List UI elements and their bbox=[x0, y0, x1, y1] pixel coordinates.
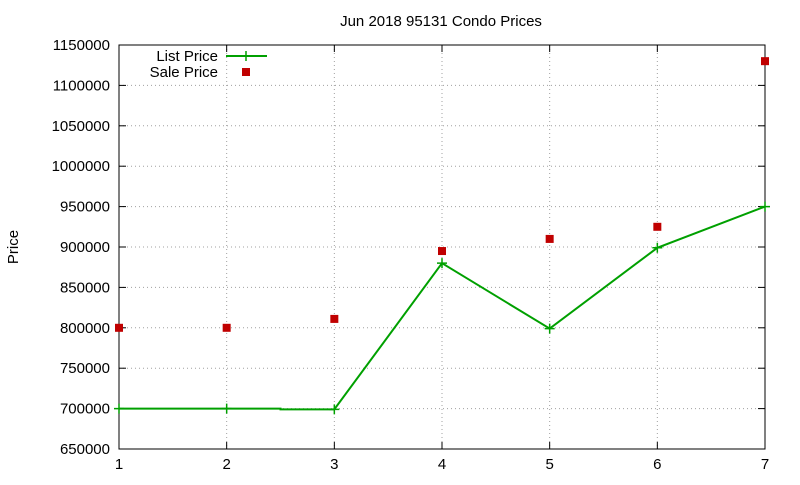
y-tick-label: 1050000 bbox=[52, 118, 110, 135]
x-tick-label: 3 bbox=[330, 456, 338, 473]
x-tick-label: 6 bbox=[653, 456, 661, 473]
legend-marker-sale-price bbox=[242, 68, 250, 76]
y-tick-label: 1000000 bbox=[52, 158, 110, 175]
legend-label: Sale Price bbox=[150, 64, 218, 81]
series-layer bbox=[114, 57, 770, 415]
y-tick-label: 900000 bbox=[60, 239, 110, 256]
list-price-point bbox=[544, 323, 555, 334]
y-tick-label: 1150000 bbox=[53, 37, 110, 54]
list-price-point bbox=[652, 242, 663, 253]
y-tick-label: 850000 bbox=[60, 279, 110, 296]
y-axis-label: Price bbox=[5, 230, 22, 264]
sale-price-point bbox=[761, 57, 769, 66]
sale-price-point bbox=[115, 323, 123, 332]
list-price-point bbox=[760, 201, 770, 212]
y-tick-label: 650000 bbox=[60, 441, 110, 458]
x-tick-label: 7 bbox=[761, 456, 769, 473]
sale-price-point bbox=[222, 323, 231, 332]
y-tick-label: 700000 bbox=[60, 401, 110, 418]
legend-marker-list-price bbox=[241, 51, 251, 61]
y-tick-label: 950000 bbox=[60, 199, 110, 216]
x-tick-label: 5 bbox=[545, 456, 553, 473]
list-price-point bbox=[221, 403, 232, 414]
x-tick-label: 4 bbox=[438, 456, 446, 473]
list-price-point bbox=[437, 258, 447, 269]
y-tick-label: 750000 bbox=[60, 360, 110, 377]
grid bbox=[119, 45, 765, 449]
x-tick-label: 2 bbox=[222, 456, 230, 473]
sale-price-point bbox=[545, 234, 554, 243]
y-tick-label: 800000 bbox=[60, 320, 110, 337]
sale-price-point bbox=[330, 314, 339, 323]
x-tick-label: 1 bbox=[115, 456, 123, 473]
sale-price-point bbox=[653, 222, 662, 231]
axes: 650000 700000 750000 800000 850000 900000 9500… bbox=[52, 37, 770, 473]
y-tick-label: 1100000 bbox=[53, 77, 110, 94]
legend-label: List Price bbox=[156, 48, 218, 65]
chart-title: Jun 2018 95131 Condo Prices bbox=[340, 13, 542, 30]
list-price-point bbox=[114, 403, 124, 414]
list-price-point bbox=[329, 404, 340, 415]
sale-price-point bbox=[438, 247, 446, 256]
